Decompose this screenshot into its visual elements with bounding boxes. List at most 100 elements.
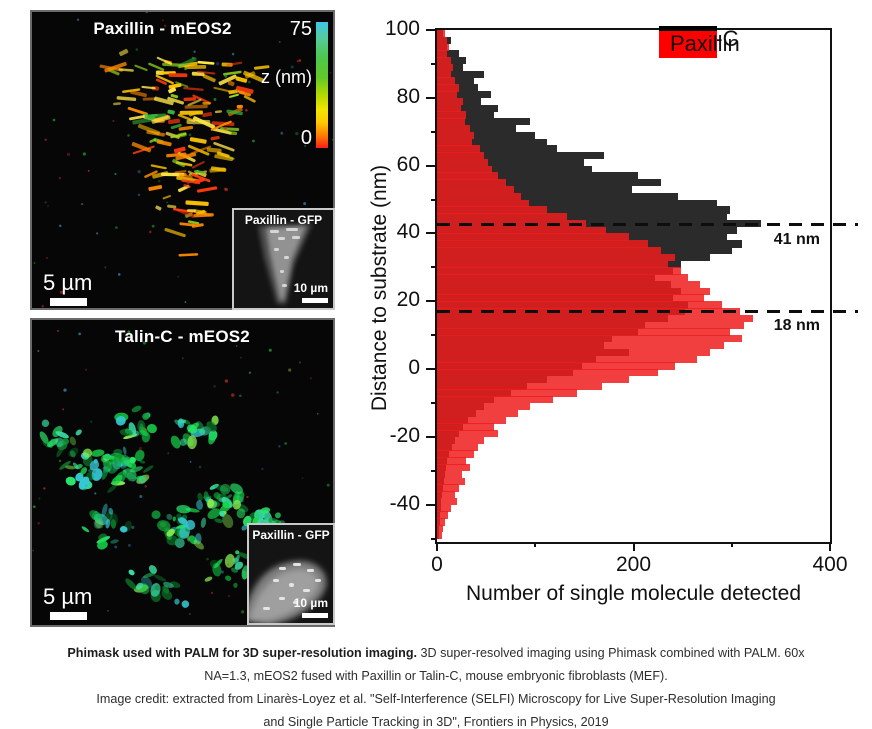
adhesion-streak [162,194,172,200]
paxillin-bar [437,443,479,451]
talin-c-bar [437,165,593,173]
y-tick-label: -40 [389,491,420,515]
paxillin-bar [437,267,681,275]
adhesion-streak [127,106,148,116]
paxillin-bar [437,50,447,58]
molecule-speckle [284,442,288,445]
paxillin-bar [437,409,518,418]
adhesion-streak [192,94,212,105]
paxillin-bar [437,423,494,431]
adhesion-streak [156,56,173,65]
paxillin-bar [437,226,606,234]
talin-c-bar [437,57,467,65]
molecule-speckle [84,368,88,371]
talin-cluster-blob [213,492,221,499]
talin-cluster-blob [105,518,111,529]
paxillin-bar [437,233,629,241]
molecule-speckle [186,180,190,184]
molecule-speckle [165,529,169,533]
talin-cluster-blob [41,419,50,428]
molecule-speckle [127,134,130,137]
molecule-speckle [246,495,249,499]
talin-cluster-blob [82,448,93,458]
paxillin-gfp-inset: Paxillin - GFP 10 µm [232,208,335,310]
talin-cluster-blob [109,459,114,465]
adhesion-streak [177,132,187,138]
talin-cluster-blob [126,472,137,482]
paxillin-bar [437,294,705,302]
molecule-speckle [235,345,238,347]
molecule-speckle [193,122,196,125]
annotation-label: 41 nm [773,230,820,248]
adhesion-streak [113,102,121,106]
adhesion-streak [166,152,187,158]
y-tick [426,435,435,438]
molecule-speckle [295,131,299,136]
adhesion-streak [213,141,235,152]
adhesion-streak [218,74,237,86]
y-tick-label: 20 [396,288,420,312]
talin-cluster-blob [226,494,233,499]
molecule-speckle [316,412,319,415]
y-minor-tick [431,198,436,201]
paxillin-bar [437,450,475,458]
molecule-speckle [198,465,202,469]
molecule-speckle [146,473,149,477]
talin-cluster-blob [163,581,174,588]
adhesion-streak [178,125,194,131]
talin-cluster-blob [268,517,273,523]
adhesion-streak [229,93,239,98]
y-tick-label: 60 [396,152,420,176]
adhesion-streak [202,101,211,105]
molecule-speckle [127,543,131,547]
talin-c-bar [437,199,717,207]
figure-caption: Phimask used with PALM for 3D super-reso… [0,642,872,729]
paxillin-bar [437,131,475,139]
adhesion-streak [226,109,243,116]
adhesion-streak [243,95,256,103]
adhesion-streak [129,114,148,121]
inset-title: Paxillin - GFP [244,213,323,227]
paxillin-bar [437,518,445,526]
adhesion-streak [202,111,213,118]
adhesion-streak [226,61,243,66]
molecule-speckle [303,202,307,206]
adhesion-streak [175,152,197,161]
talin-cluster-blob [233,554,240,565]
paxillin-series [437,30,830,542]
talin-cluster-blob [110,539,119,544]
molecule-speckle [224,379,229,383]
molecule-speckle [137,193,141,197]
talin-cluster-blob [222,501,230,509]
paxillin-bar [437,36,447,45]
paxillin-gfp-image [249,560,327,623]
paxillin-bar [437,111,467,119]
talin-cluster-blob [111,474,123,486]
annotation-label: 18 nm [773,317,820,335]
talin-c-bar [437,185,632,194]
talin-cluster-blob [136,582,143,590]
talin-cluster-blob [98,533,107,541]
molecule-speckle [142,341,147,345]
molecule-speckle [184,301,187,303]
paxillin-bar [437,416,506,424]
talin-cluster-blob [225,575,232,581]
adhesion-streak [176,208,195,218]
talin-cluster-blob [110,519,117,529]
paxillin-bar [437,402,531,411]
talin-cluster-blob [75,429,82,436]
adhesion-streak [235,76,248,83]
paxillin-bar [437,84,459,92]
x-tick [829,542,831,551]
molecule-speckle [107,609,109,612]
talin-cluster-blob [214,518,223,523]
adhesion-streak [214,154,234,162]
talin-cluster-blob [59,460,71,470]
adhesion-streak [179,110,203,115]
paxillin-bar [437,118,465,126]
adhesion-streak [175,81,189,88]
molecule-speckle [135,48,139,51]
talin-cluster-blob [275,512,281,519]
paxillin-bar [437,430,498,438]
colorbar-min-label: 0 [300,127,312,149]
